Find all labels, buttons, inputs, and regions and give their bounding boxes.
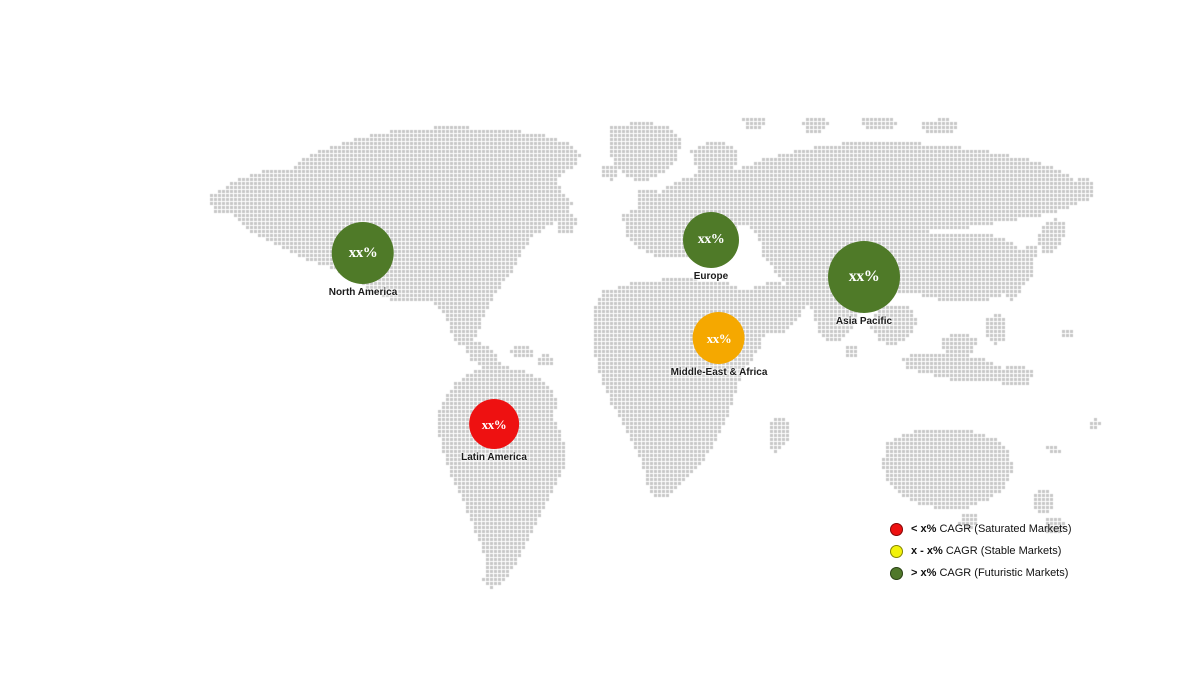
bubble-label-latin-america: Latin America — [461, 452, 527, 463]
legend-range-saturated: < x% — [911, 523, 937, 535]
legend-dot-stable — [890, 544, 903, 558]
legend-desc-saturated: CAGR (Saturated Markets) — [936, 523, 1072, 535]
legend-text-futuristic: > x% CAGR (Futuristic Markets) — [911, 567, 1068, 579]
legend-item-saturated[interactable]: < x% CAGR (Saturated Markets) — [890, 518, 1071, 540]
bubble-value-europe: xx% — [697, 232, 725, 247]
legend-dot-futuristic — [890, 566, 903, 580]
legend-range-stable: x - x% — [911, 545, 943, 557]
legend-text-stable: x - x% CAGR (Stable Markets) — [911, 545, 1061, 557]
bubble-label-north-america: North America — [328, 287, 398, 298]
region-bubble-middle-east-africa[interactable]: xx% Middle-East & Africa — [670, 312, 768, 378]
legend-item-futuristic[interactable]: > x% CAGR (Futuristic Markets) — [890, 562, 1071, 584]
region-bubble-asia-pacific[interactable]: xx% Asia Pacific — [828, 241, 900, 327]
legend-text-saturated: < x% CAGR (Saturated Markets) — [911, 523, 1071, 535]
bubble-label-europe: Europe — [693, 271, 729, 282]
bubble-circle-europe[interactable]: xx% — [683, 212, 739, 268]
region-bubble-north-america[interactable]: xx% North America — [328, 222, 398, 298]
bubble-circle-middle-east-africa[interactable]: xx% — [693, 312, 745, 364]
legend-range-futuristic: > x% — [911, 567, 937, 579]
bubble-value-north-america: xx% — [348, 244, 378, 261]
legend-desc-futuristic: CAGR (Futuristic Markets) — [936, 567, 1069, 579]
bubble-circle-north-america[interactable]: xx% — [331, 222, 394, 284]
legend-desc-stable: CAGR (Stable Markets) — [942, 545, 1062, 557]
bubble-value-latin-america: xx% — [481, 416, 507, 432]
region-bubble-europe[interactable]: xx% Europe — [683, 212, 739, 282]
legend: < x% CAGR (Saturated Markets) x - x% CAGR… — [890, 518, 1071, 584]
legend-dot-saturated — [890, 522, 903, 536]
bubble-label-asia-pacific: Asia Pacific — [835, 316, 893, 327]
legend-item-stable[interactable]: x - x% CAGR (Stable Markets) — [890, 540, 1071, 562]
bubble-circle-asia-pacific[interactable]: xx% — [828, 241, 900, 313]
bubble-label-middle-east-africa: Middle-East & Africa — [670, 367, 768, 378]
bubble-value-middle-east-africa: xx% — [706, 330, 732, 346]
bubble-circle-latin-america[interactable]: xx% — [468, 399, 519, 449]
bubble-value-asia-pacific: xx% — [848, 268, 880, 285]
region-bubble-latin-america[interactable]: xx% Latin America — [461, 399, 527, 463]
